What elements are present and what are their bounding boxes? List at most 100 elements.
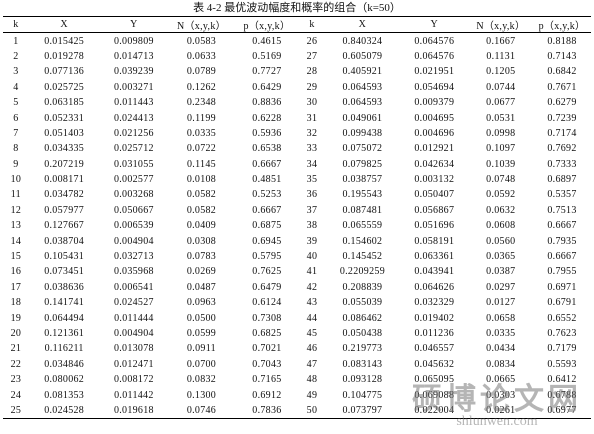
- table-cell: 0.0911: [187, 343, 216, 355]
- table-cell: 0.6791: [547, 297, 577, 309]
- table-cell: 0.032329: [414, 297, 455, 309]
- table-cell: 0.0789: [186, 66, 217, 78]
- table-cell: 40: [306, 251, 318, 263]
- table-cell: 0.031055: [113, 158, 154, 170]
- table-cell: 12: [10, 204, 22, 216]
- table-cell: 0.077136: [44, 66, 85, 78]
- table-cell: 3: [13, 66, 19, 78]
- column-header: X: [324, 15, 400, 34]
- column-header: k: [299, 15, 325, 34]
- table-cell: 0.034782: [44, 189, 85, 201]
- table-cell: 26: [306, 35, 318, 47]
- table-row: 7 0.051403 0.021256 0.0335 0.5936 32 0.099438 0…: [3, 126, 591, 141]
- table-cell: 0.075072: [342, 143, 383, 155]
- table-cell: 0.019278: [44, 50, 85, 62]
- table-cell: 0.056867: [414, 204, 455, 216]
- table-cell: 0.034335: [44, 143, 85, 155]
- table-cell: 0.2209259: [339, 266, 386, 278]
- table-cell: 0.0632: [486, 204, 516, 216]
- table-cell: 0.6897: [547, 174, 577, 186]
- table-cell: 0.038704: [44, 235, 85, 247]
- table-cell: 0.025712: [113, 143, 154, 155]
- table-cell: 0.0599: [186, 328, 217, 339]
- table-cell: 0.145452: [342, 251, 383, 263]
- table-cell: 0.0500: [186, 312, 217, 324]
- table-cell: 0.052331: [44, 112, 85, 124]
- column-header: Y: [399, 15, 469, 34]
- table-cell: 17: [10, 281, 22, 293]
- table-cell: 0.7143: [547, 50, 577, 62]
- table-cell: 0.004904: [113, 235, 154, 247]
- table-cell: 0.024413: [113, 112, 154, 124]
- table-cell: 0.0269: [186, 266, 217, 278]
- table-cell: 9: [13, 158, 19, 170]
- table-cell: 0.080062: [44, 374, 85, 386]
- table-cell: 48: [306, 374, 318, 386]
- table-cell: 0.5795: [252, 251, 282, 263]
- table-cell: 0.5593: [547, 358, 577, 370]
- table-title: 表 4-2 最优波动幅度和概率的组合（k=50）: [193, 2, 401, 14]
- table-cell: 0.0303: [486, 389, 516, 401]
- table-cell: 0.0633: [186, 50, 217, 62]
- table-cell: 0.008172: [113, 374, 154, 386]
- table-row: 24 0.081353 0.011442 0.1300 0.6912 49 0.104775…: [3, 387, 591, 402]
- table-cell: 0.6667: [252, 204, 282, 216]
- table-cell: 0.049061: [342, 112, 383, 124]
- table-cell: 35: [306, 174, 318, 186]
- table-cell: 0.0583: [186, 35, 217, 47]
- table-cell: 16: [10, 266, 22, 278]
- table-cell: 0.063361: [414, 251, 455, 263]
- table-cell: 0.141741: [44, 297, 85, 309]
- table-cell: 0.7179: [547, 343, 577, 355]
- table-cell: 0.0658: [486, 312, 516, 324]
- column-header: N（x,y,k）: [168, 15, 235, 34]
- column-header: X: [28, 15, 100, 34]
- table-cell: 0.605079: [342, 50, 383, 62]
- table-cell: 0.081353: [44, 389, 85, 401]
- table-cell: 0.054694: [414, 81, 455, 93]
- table-cell: 0.019618: [99, 402, 169, 420]
- table-cell: 0.073451: [44, 266, 85, 278]
- table-cell: 0.065559: [342, 220, 383, 232]
- table-cell: 0.014713: [113, 50, 154, 62]
- table-cell: 0.039239: [113, 66, 154, 78]
- table-cell: 23: [10, 374, 22, 386]
- table-cell: 0.7333: [547, 158, 577, 170]
- table-cell: 0.050407: [414, 189, 455, 201]
- table-cell: 0.6479: [252, 281, 282, 293]
- table-cell: 0.099438: [342, 127, 383, 139]
- table-cell: 0.065095: [414, 374, 455, 386]
- table-cell: 0.051403: [44, 127, 85, 139]
- table-cell: 0.069088: [414, 389, 455, 401]
- table-cell: 13: [10, 220, 22, 232]
- table-cell: 0.6228: [252, 112, 282, 124]
- table-cell: 0.064593: [342, 81, 383, 93]
- table-cell: 14: [10, 235, 22, 247]
- table-cell: 0.042634: [414, 158, 455, 170]
- table-row: 17 0.038636 0.006541 0.0487 0.6479 42 0.208839…: [3, 280, 591, 295]
- table-cell: 0.7671: [547, 81, 577, 93]
- table-cell: 0.6667: [252, 158, 282, 170]
- table-cell: 0.6945: [252, 235, 282, 247]
- table-cell: 0.127667: [44, 220, 85, 232]
- table-cell: 28: [306, 66, 318, 78]
- table-cell: 0.011444: [114, 312, 154, 324]
- column-header: p（x,y,k）: [234, 15, 300, 34]
- table-cell: 0.024528: [28, 402, 100, 420]
- table-cell: 0.7513: [547, 204, 577, 216]
- table-row: 6 0.052331 0.024413 0.1199 0.6228 31 0.049061 0…: [3, 110, 591, 125]
- table-cell: 0.405921: [342, 66, 383, 78]
- table-cell: 27: [306, 50, 318, 62]
- table-row: 1 0.015425 0.009809 0.0583 0.4615 26 0.840324 0…: [3, 33, 591, 49]
- table-cell: 0.5253: [252, 189, 282, 201]
- table-cell: 0.073797: [324, 402, 400, 420]
- table-cell: 0.7692: [547, 143, 577, 155]
- table-cell: 0.6552: [547, 312, 577, 324]
- table-cell: 0.058191: [414, 235, 455, 247]
- table-cell: 15: [10, 251, 22, 263]
- table-cell: 0.7174: [547, 127, 577, 139]
- table-cell: 0.0261: [468, 402, 533, 420]
- table-cell: 0.1097: [486, 143, 516, 155]
- table-cell: 0.0963: [186, 297, 217, 309]
- table-cell: 0.116211: [44, 343, 84, 355]
